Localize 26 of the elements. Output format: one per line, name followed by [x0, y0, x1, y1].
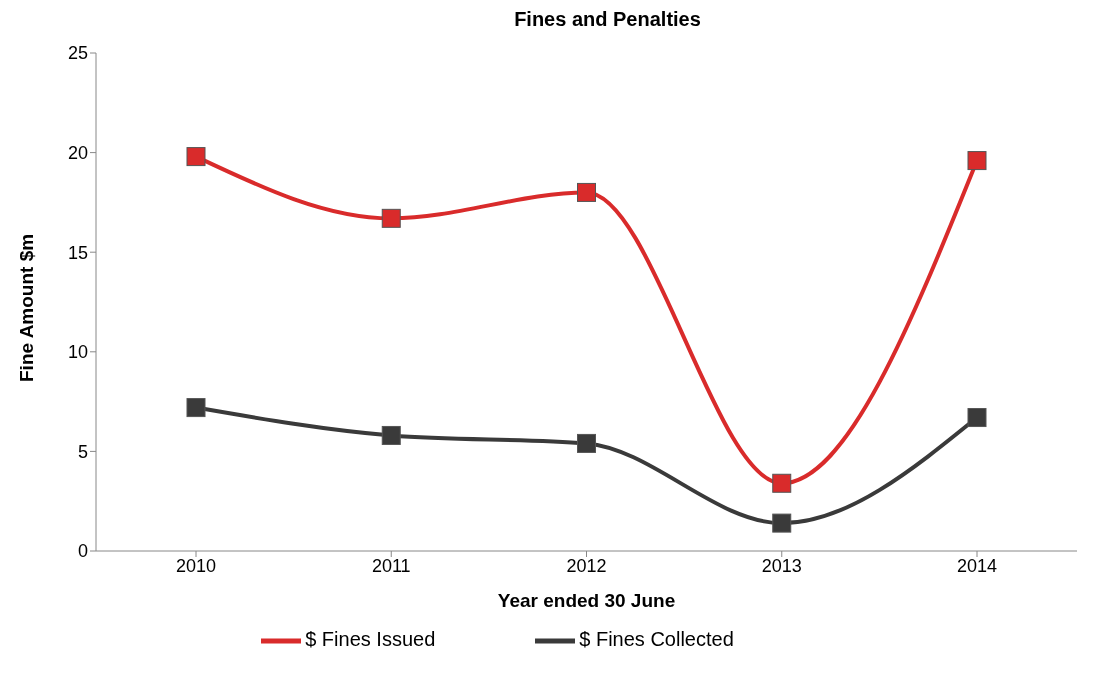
y-tick-label: 5: [77, 441, 88, 462]
point: [381, 425, 401, 445]
y-axis-title: Fine Amount $m: [15, 233, 37, 382]
point: [577, 182, 596, 202]
point: [772, 473, 792, 493]
x-tick-label: 2011: [371, 555, 411, 576]
point: [186, 398, 206, 418]
point: [186, 147, 206, 167]
x-tick-label: 2012: [566, 555, 607, 576]
x-tick-label: 2014: [956, 555, 998, 576]
point: [577, 433, 596, 453]
point: [967, 408, 987, 428]
x-axis-title: Year ended 30 June: [497, 590, 676, 611]
point: [967, 151, 987, 171]
y-tick-label: 20: [67, 142, 88, 163]
x-tick-label: 2010: [175, 555, 217, 576]
y-tick-label: 0: [77, 541, 88, 562]
chart-title: Fines and Penalties: [513, 8, 702, 31]
y-tick-label: 10: [67, 342, 88, 363]
legend-label: $ Fines Issued: [305, 628, 436, 651]
y-tick-label: 25: [67, 43, 88, 64]
legend-label: $ Fines Collected: [579, 628, 734, 651]
point: [381, 208, 401, 228]
y-tick-label: 15: [67, 242, 88, 263]
x-tick-label: 2013: [761, 555, 802, 576]
point: [772, 513, 792, 533]
